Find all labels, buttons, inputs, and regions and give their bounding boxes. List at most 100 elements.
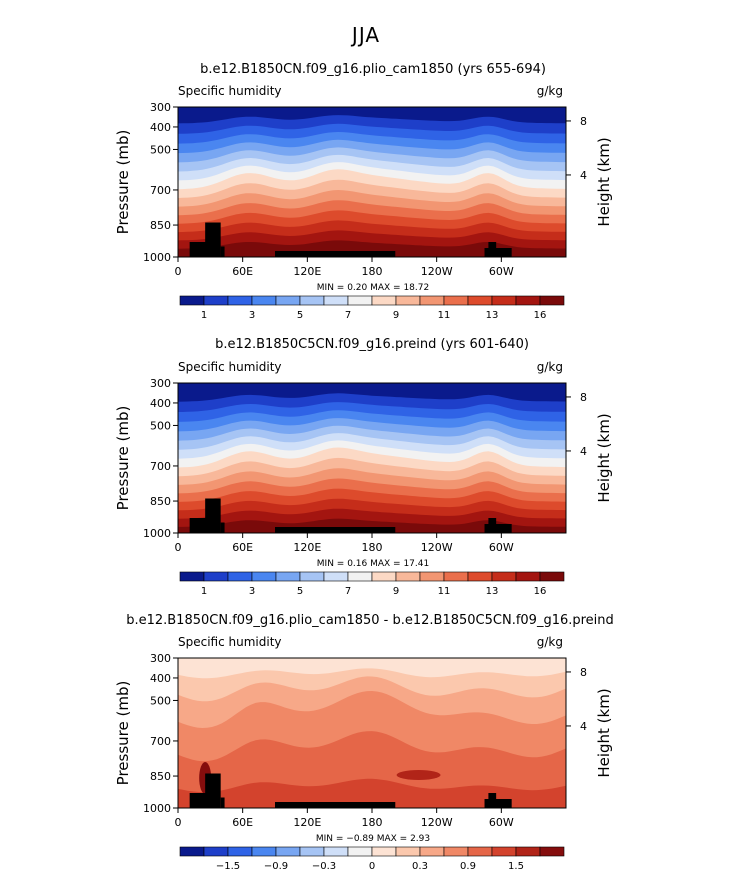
topography xyxy=(220,797,225,808)
y-tick-label: 850 xyxy=(150,495,171,508)
x-tick-label: 60E xyxy=(232,541,253,554)
y-tick-label: 400 xyxy=(150,397,171,410)
colorbar-swatch xyxy=(251,846,277,857)
colorbar-swatch xyxy=(443,846,469,857)
y-tick-label: 700 xyxy=(150,735,171,748)
colorbar-swatch xyxy=(539,846,565,857)
x-tick-label: 0 xyxy=(175,265,182,278)
y-tick-label: 850 xyxy=(150,770,171,783)
colorbar-swatch xyxy=(251,571,277,582)
colorbar-label: 9 xyxy=(393,310,399,321)
colorbar-swatch xyxy=(419,295,445,306)
topography xyxy=(484,248,512,257)
topography xyxy=(210,507,217,533)
colorbar-label: 13 xyxy=(486,310,499,321)
colorbar-swatch xyxy=(371,295,397,306)
y-axis-right-label: Height (km) xyxy=(595,413,613,502)
topography xyxy=(488,242,497,257)
x-tick-label: 180 xyxy=(362,541,383,554)
colorbar-swatch xyxy=(203,846,229,857)
colorbar-swatch xyxy=(467,295,493,306)
colorbar-swatch xyxy=(395,295,421,306)
colorbar-swatch xyxy=(443,295,469,306)
colorbar-swatch xyxy=(299,571,325,582)
colorbar-swatch xyxy=(323,295,349,306)
colorbar-label: 16 xyxy=(534,586,547,597)
x-tick-label: 0 xyxy=(175,816,182,829)
colorbar-label: 5 xyxy=(297,586,303,597)
colorbar-swatch xyxy=(275,846,301,857)
colorbar-label: 9 xyxy=(393,586,399,597)
topography xyxy=(220,246,225,257)
panel-difference: b.e12.B1850CN.f09_g16.plio_cam1850 - b.e… xyxy=(114,613,614,872)
x-tick-label: 180 xyxy=(362,816,383,829)
units-label: g/kg xyxy=(537,84,563,98)
topography xyxy=(484,799,512,808)
y-tick-label: 1000 xyxy=(143,802,171,815)
colorbar-label: 11 xyxy=(438,310,451,321)
topography xyxy=(275,527,396,533)
y-tick-label: 500 xyxy=(150,419,171,432)
colorbar-swatch xyxy=(227,846,253,857)
contour-band xyxy=(178,778,566,808)
colorbar-swatch xyxy=(299,846,325,857)
contour-patch xyxy=(396,770,441,780)
y-tick-label: 400 xyxy=(150,672,171,685)
colorbar-swatch xyxy=(323,846,349,857)
y-tick-label: 700 xyxy=(150,460,171,473)
colorbar-label: 16 xyxy=(534,310,547,321)
colorbar-swatch xyxy=(539,571,565,582)
x-tick-label: 120E xyxy=(293,265,321,278)
variable-label: Specific humidity xyxy=(178,84,282,98)
colorbar-swatch xyxy=(491,846,517,857)
colorbar-swatch xyxy=(179,846,205,857)
x-tick-label: 60E xyxy=(232,265,253,278)
colorbar-label: 1 xyxy=(201,586,207,597)
colorbar-label: 5 xyxy=(297,310,303,321)
colorbar-swatch xyxy=(347,295,373,306)
colorbar-label: 0 xyxy=(369,861,375,872)
y-tick-label: 500 xyxy=(150,694,171,707)
y-tick-label: 300 xyxy=(150,652,171,665)
x-tick-label: 120W xyxy=(421,541,453,554)
panel-title: b.e12.B1850C5CN.f09_g16.preind (yrs 601-… xyxy=(215,337,529,352)
x-tick-label: 180 xyxy=(362,265,383,278)
colorbar-swatch xyxy=(419,846,445,857)
x-tick-label: 60W xyxy=(489,265,514,278)
y-axis-label: Pressure (mb) xyxy=(114,130,132,235)
y-right-tick-label: 8 xyxy=(580,666,587,679)
y-tick-label: 1000 xyxy=(143,251,171,264)
panel-plio: b.e12.B1850CN.f09_g16.plio_cam1850 (yrs … xyxy=(114,62,613,321)
colorbar-swatch xyxy=(395,571,421,582)
colorbar-label: 3 xyxy=(249,310,255,321)
panel-title: b.e12.B1850CN.f09_g16.plio_cam1850 - b.e… xyxy=(126,613,614,628)
colorbar-swatch xyxy=(467,571,493,582)
colorbar-swatch xyxy=(395,846,421,857)
colorbar-label: 7 xyxy=(345,586,351,597)
colorbar-label: 0.9 xyxy=(460,861,476,872)
colorbar-swatch xyxy=(515,571,541,582)
colorbar-swatch xyxy=(371,846,397,857)
colorbar-label: 1 xyxy=(201,310,207,321)
topography xyxy=(210,782,217,808)
topography xyxy=(220,522,225,533)
colorbar-swatch xyxy=(323,571,349,582)
y-axis-label: Pressure (mb) xyxy=(114,681,132,786)
colorbar-swatch xyxy=(371,571,397,582)
panel-preind: b.e12.B1850C5CN.f09_g16.preind (yrs 601-… xyxy=(114,337,613,597)
y-tick-label: 700 xyxy=(150,184,171,197)
colorbar-label: 13 xyxy=(486,586,499,597)
colorbar-swatch xyxy=(467,846,493,857)
colorbar-swatch xyxy=(179,571,205,582)
y-right-tick-label: 8 xyxy=(580,391,587,404)
units-label: g/kg xyxy=(537,360,563,374)
x-tick-label: 60W xyxy=(489,541,514,554)
x-tick-label: 120E xyxy=(293,816,321,829)
colorbar-swatch xyxy=(515,846,541,857)
y-right-tick-label: 4 xyxy=(580,445,587,458)
colorbar-swatch xyxy=(227,571,253,582)
y-tick-label: 300 xyxy=(150,101,171,114)
colorbar-swatch xyxy=(203,295,229,306)
y-tick-label: 400 xyxy=(150,121,171,134)
page-title: JJA xyxy=(350,23,380,47)
